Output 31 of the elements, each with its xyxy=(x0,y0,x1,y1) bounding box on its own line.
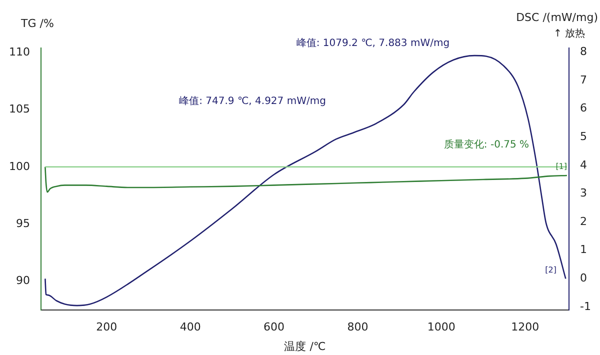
y2-tick-label: 2 xyxy=(580,214,588,228)
x-tick-label: 1200 xyxy=(511,320,540,334)
y-tick-label: 110 xyxy=(8,45,30,58)
y2-tick-label: 4 xyxy=(580,158,588,172)
y-tick-label: 95 xyxy=(16,216,30,230)
y2-tick-label: 8 xyxy=(580,45,588,58)
annotation: 质量变化: -0.75 % xyxy=(444,138,530,150)
y-tick-label: 90 xyxy=(16,274,30,288)
x-tick-label: 200 xyxy=(96,320,118,334)
y2-axis-title: DSC /(mW/mg) xyxy=(516,10,598,24)
y2-tick-label: 3 xyxy=(580,186,588,200)
annotation: [2] xyxy=(545,265,556,274)
text: ↑ 放热 xyxy=(553,28,586,40)
y-tick-label: 100 xyxy=(8,160,30,173)
x-tick-label: 600 xyxy=(264,320,285,334)
y2-tick-label: 7 xyxy=(580,73,588,86)
x-tick-label: 1000 xyxy=(427,320,456,334)
y2-tick-label: -1 xyxy=(580,300,591,313)
y2-tick-label: 6 xyxy=(580,102,588,115)
y-tick-label: 105 xyxy=(8,102,30,116)
x-tick-label: 400 xyxy=(180,320,201,334)
annotation: 峰值: 747.9 ℃, 4.927 mW/mg xyxy=(179,94,326,107)
x-tick-label: 800 xyxy=(347,320,368,334)
annotation: 峰值: 1079.2 ℃, 7.883 mW/mg xyxy=(296,37,450,50)
line-series xyxy=(44,54,566,306)
annotation: [1] xyxy=(556,162,568,171)
x-axis-title: 温度 /℃ xyxy=(284,340,326,353)
y2-tick-label: 0 xyxy=(580,272,588,285)
y2-tick-label: 1 xyxy=(580,243,588,256)
y2-tick-label: 5 xyxy=(580,130,588,144)
y-axis-title: TG /% xyxy=(20,16,54,30)
